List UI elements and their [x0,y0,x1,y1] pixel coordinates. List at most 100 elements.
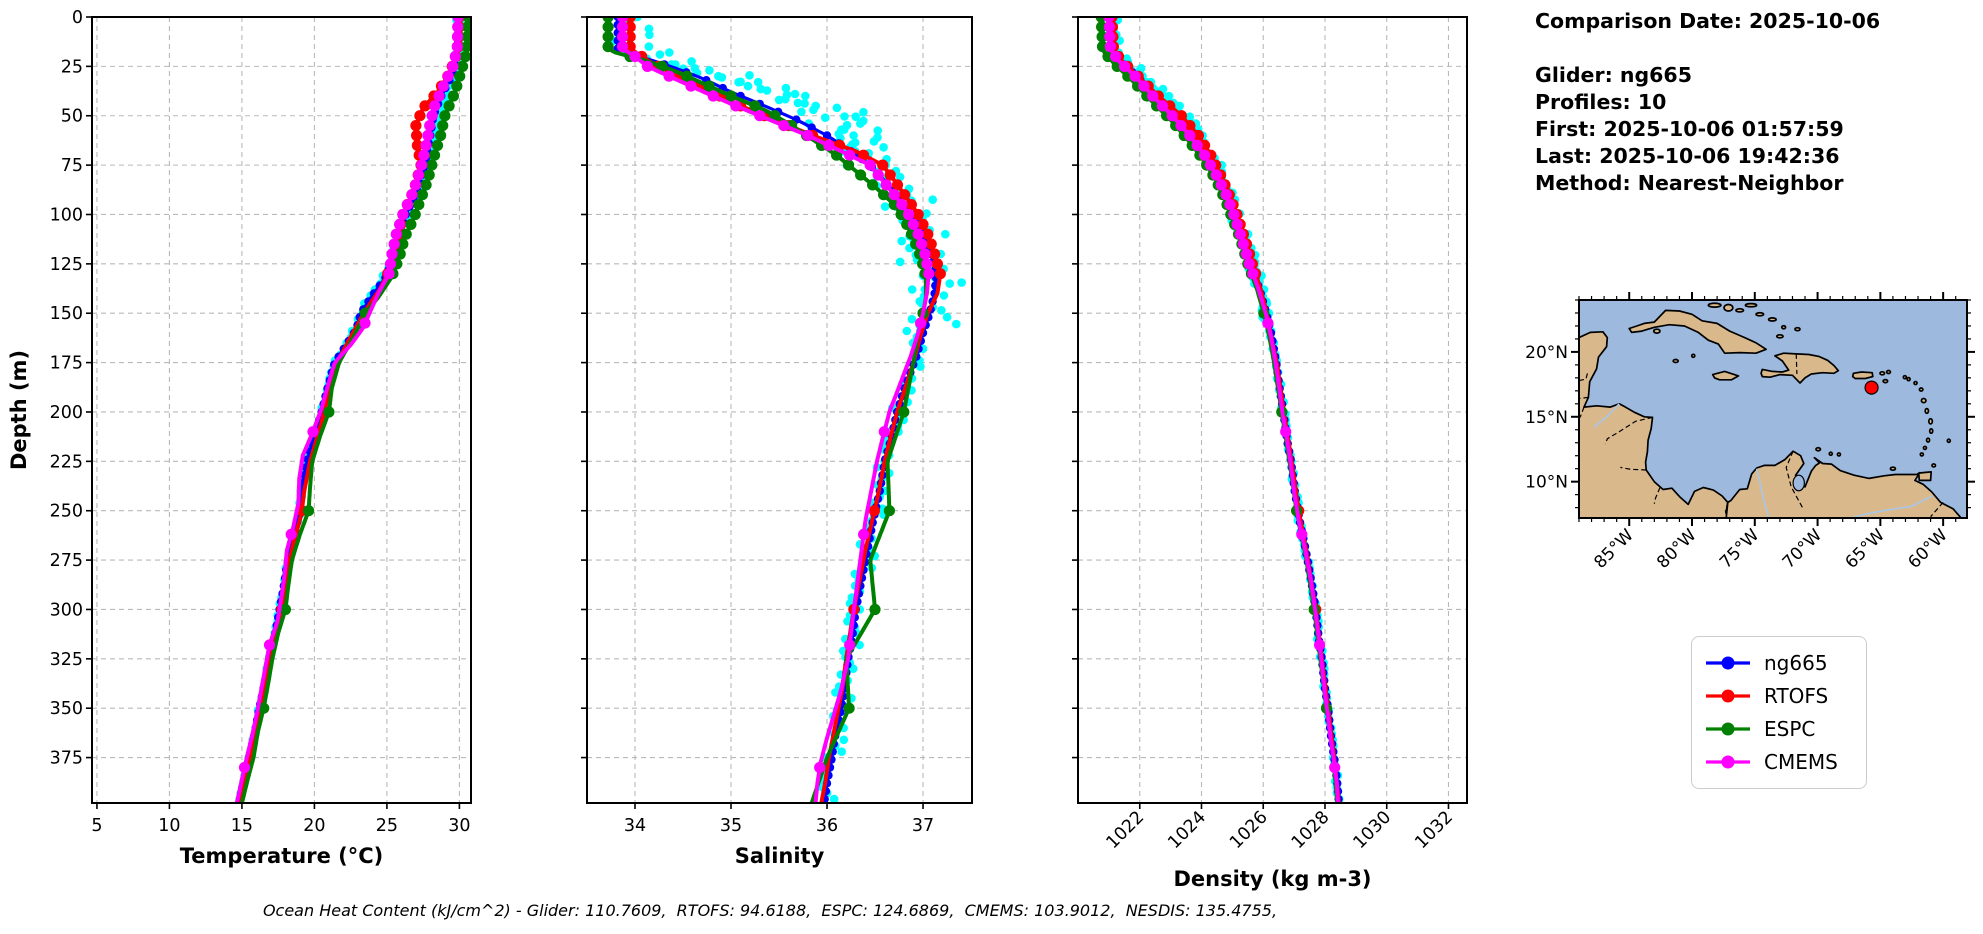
series-ng665 [1106,17,1343,803]
landmass [1579,330,1730,518]
y-tick-label: 75 [61,156,83,176]
y-tick-label: 100 [50,205,83,225]
small-island [1744,302,1758,308]
river [1851,495,1933,518]
map-lat-label: 20°N [1525,343,1568,363]
small-island [1906,376,1911,382]
x-tick-label: 1032 [1411,807,1457,853]
density-chart: 1022 1024 1026 1028 1030 1032 Density (kg m-3) [1072,16,1468,891]
map-lon-label: 80°W [1653,525,1700,572]
small-island [1925,437,1931,443]
y-tick-label: 375 [50,749,83,769]
first-time-text: First: 2025-10-06 01:57:59 [1535,117,1844,141]
y-tick-label: 250 [50,502,83,522]
y-tick-label: 300 [50,600,83,620]
x-tick-label: 5 [91,816,102,836]
series-RTOFS [1106,17,1341,803]
y-tick-label: 50 [61,107,83,127]
y-tick-label: 0 [72,8,83,28]
ohc-caption: Ocean Heat Content (kJ/cm^2) - Glider: 1… [262,901,1278,920]
x-tick-label: 34 [624,816,646,836]
x-tick-label: 1030 [1350,807,1396,853]
small-island [1922,445,1928,451]
x-tick-label: 37 [912,816,934,836]
profiles-text: Profiles: 10 [1535,90,1667,114]
raw-glider-scatter [609,17,966,803]
small-island [1919,452,1925,457]
small-island [1946,438,1952,444]
x-tick-label: 10 [158,816,180,836]
small-island [1924,407,1930,415]
map-area [1579,300,1967,518]
river [1755,468,1770,518]
small-island [1775,333,1784,339]
landmass [1760,352,1840,384]
small-island [1735,307,1745,313]
info-panel: Comparison Date: 2025-10-06 Glider: ng66… [1535,8,1975,197]
small-island [1836,452,1842,457]
y-tick-label: 325 [50,650,83,670]
country-border [1930,502,1944,518]
map-lon-label: 65°W [1842,525,1889,572]
x-tick-label: 36 [816,816,838,836]
small-island [1828,451,1834,457]
small-island [1889,466,1897,472]
small-island [1723,303,1734,312]
x-tick-label: 15 [231,816,253,836]
temperature-chart: 5 10 15 20 25 3002550751001251501752002252502… [7,8,472,868]
series-ESPC [239,17,471,803]
landmass [1917,471,1933,482]
small-island [1755,311,1765,317]
y-tick-label: 125 [50,255,83,275]
location-map: 85°W 80°W 75°W 70°W 65°W 60°W 20°N 15°N 10°N [1525,292,1975,573]
method-text: Method: Nearest-Neighbor [1535,171,1844,195]
glider-text: Glider: ng665 [1535,63,1692,87]
small-island [1815,446,1822,452]
landmass [1725,450,1963,518]
small-island [1690,353,1696,359]
axis-ticks: 34 35 36 37 [581,16,934,836]
x-axis-label: Salinity [735,844,825,868]
small-island [1652,328,1661,334]
y-tick-label: 350 [50,699,83,719]
legend: ng665 RTOFS ESPC CMEMS [1691,636,1867,789]
series-ESPC [1095,17,1340,803]
legend-item-ng665: ng665 [1704,651,1854,675]
country-border [1795,353,1798,375]
country-border [1724,502,1729,512]
map-frame [1578,299,1968,519]
legend-label: ESPC [1764,716,1816,741]
small-island [1707,302,1722,308]
salinity-chart: 34 35 36 37 Salinity [581,16,973,868]
country-border [1653,487,1661,504]
x-tick-label: 20 [303,816,325,836]
grid [1078,16,1467,803]
info-spacer [1535,35,1975,62]
legend-line-marker-icon [1706,656,1750,670]
x-tick-label: 35 [720,816,742,836]
y-tick-label: 25 [61,57,83,77]
map-lon-label: 60°W [1904,525,1951,572]
small-island [1672,358,1680,364]
series-CMEMS [234,17,464,803]
map-lon-label: 70°W [1779,525,1826,572]
x-tick-label: 1022 [1103,807,1149,853]
landmass [1711,370,1740,381]
legend-label: CMEMS [1764,749,1838,774]
x-tick-label: 1026 [1226,807,1272,853]
map-lat-label: 15°N [1525,408,1568,428]
legend-label: RTOFS [1764,684,1829,709]
lake-maracaibo [1792,474,1805,492]
country-border [1579,371,1589,382]
glider-location-marker [1864,380,1879,395]
map-lon-label: 85°W [1590,525,1637,572]
legend-line-marker-icon [1706,722,1750,736]
axis-ticks: 5 10 15 20 25 3002550751001251501752002252502… [50,8,471,836]
small-island [1928,427,1934,435]
y-tick-label: 275 [50,551,83,571]
small-island [1920,397,1927,404]
small-island [1918,387,1924,392]
axis-ticks: 1022 1024 1026 1028 1030 1032 [1072,16,1457,853]
